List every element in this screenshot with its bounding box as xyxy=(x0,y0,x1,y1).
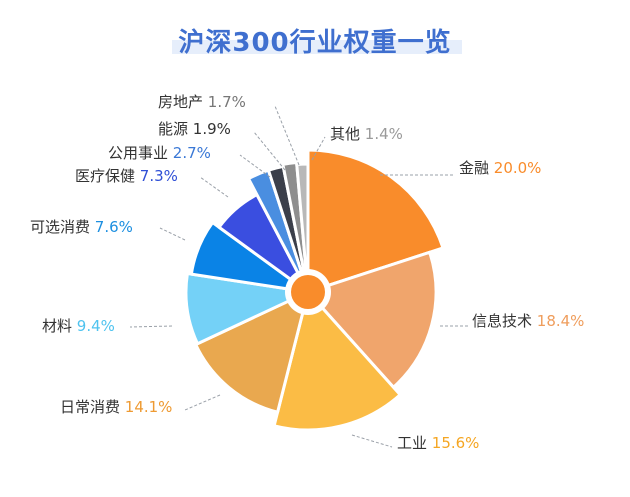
slice-label-value: 15.6% xyxy=(432,434,480,452)
center-dot xyxy=(291,275,325,309)
leader-line-3 xyxy=(351,434,393,448)
slice-label-name: 公用事业 xyxy=(108,144,173,162)
slice-label-value: 18.4% xyxy=(537,312,585,330)
slice-label-name: 工业 xyxy=(397,434,432,452)
leader-line-9 xyxy=(253,131,286,171)
slice-label-name: 医疗保健 xyxy=(75,167,140,185)
slice-label-6: 可选消费 7.6% xyxy=(30,218,133,236)
leader-line-5 xyxy=(129,325,173,328)
title-highlight xyxy=(172,40,462,54)
slice-label-name: 房地产 xyxy=(158,93,208,111)
slice-label-value: 7.3% xyxy=(140,167,178,185)
slice-label-value: 9.4% xyxy=(77,317,115,335)
leader-line-7 xyxy=(199,176,229,198)
slice-label-value: 20.0% xyxy=(494,159,542,177)
slice-label-4: 日常消费 14.1% xyxy=(60,398,172,416)
leader-line-4 xyxy=(184,394,221,411)
slice-label-2: 信息技术 18.4% xyxy=(472,312,584,330)
slice-label-1: 金融 20.0% xyxy=(459,159,541,177)
slice-label-10: 房地产 1.7% xyxy=(158,93,246,111)
chart-title: 沪深300行业权重一览 xyxy=(178,28,452,58)
slice-label-value: 1.7% xyxy=(208,93,246,111)
slice-label-name: 其他 xyxy=(330,125,365,143)
slice-label-value: 2.7% xyxy=(173,144,211,162)
slice-label-name: 日常消费 xyxy=(60,398,125,416)
slice-label-11: 其他 1.4% xyxy=(330,125,403,143)
slice-label-name: 可选消费 xyxy=(30,218,95,236)
leader-line-6 xyxy=(159,227,186,241)
leader-line-8 xyxy=(239,154,271,178)
slice-label-name: 材料 xyxy=(42,317,77,335)
slice-label-value: 1.9% xyxy=(193,120,231,138)
slice-label-name: 能源 xyxy=(158,120,193,138)
slice-label-8: 公用事业 2.7% xyxy=(108,144,211,162)
slice-label-3: 工业 15.6% xyxy=(397,434,479,452)
slice-label-name: 金融 xyxy=(459,159,494,177)
slice-label-5: 材料 9.4% xyxy=(42,317,115,335)
leader-line-10 xyxy=(274,105,300,166)
slice-label-value: 14.1% xyxy=(125,398,173,416)
leader-line-11 xyxy=(311,136,326,161)
slice-label-9: 能源 1.9% xyxy=(158,120,231,138)
slice-label-value: 7.6% xyxy=(95,218,133,236)
slice-label-name: 信息技术 xyxy=(472,312,537,330)
slice-label-7: 医疗保健 7.3% xyxy=(75,167,178,185)
slice-label-value: 1.4% xyxy=(365,125,403,143)
